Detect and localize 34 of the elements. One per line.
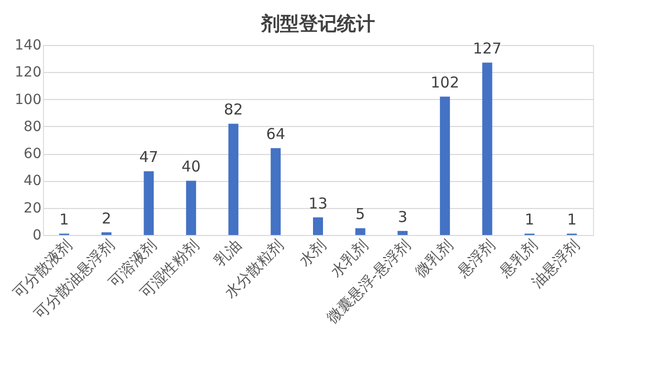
data-label: 40 [182,158,201,176]
chart-title: 剂型登记统计 [260,13,375,35]
data-label: 127 [472,40,502,58]
y-tick-label: 100 [14,92,42,108]
data-label: 102 [430,74,460,92]
y-tick-label: 120 [14,64,42,81]
bar [482,62,492,235]
data-label: 2 [102,209,112,228]
data-label: 5 [356,205,366,224]
data-label: 13 [308,194,328,212]
x-tick-label: 水剂 [295,236,330,270]
bar [270,148,281,235]
bar [313,217,323,235]
y-tick-label: 140 [14,38,42,54]
bar [398,230,408,235]
bar [101,232,112,235]
bar [228,124,238,235]
bar [355,228,366,235]
y-tick-label: 40 [24,173,42,190]
x-tick-label: 乳油 [210,236,245,270]
bar [440,96,450,235]
y-tick-label: 0 [32,228,42,244]
y-tick-label: 20 [24,200,42,216]
data-label: 82 [224,100,243,119]
data-label: 1 [524,210,534,229]
data-label: 3 [398,208,408,226]
y-tick-label: 80 [24,118,42,135]
bar [186,180,196,235]
bar [144,171,154,235]
data-label: 47 [139,148,158,166]
data-label: 1 [59,210,69,229]
data-label: 1 [567,210,577,229]
y-tick-label: 60 [24,146,42,162]
data-label: 64 [266,125,286,144]
